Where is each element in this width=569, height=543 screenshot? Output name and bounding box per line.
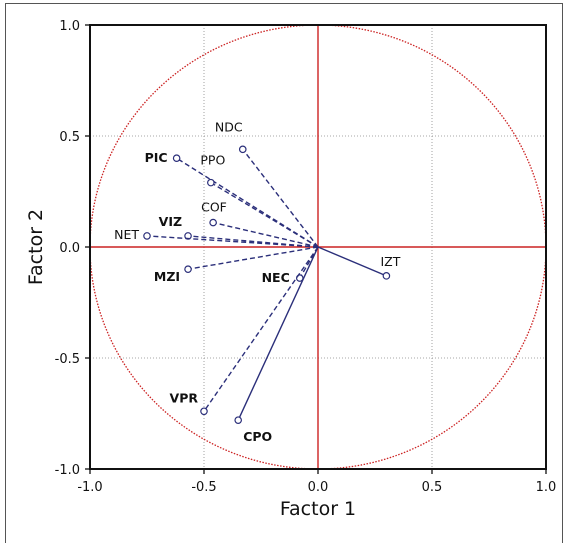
point-marker-pic: [172, 154, 181, 163]
axis-ticks: -1.0 -0.5 0.0 0.5 1.0 1.0 0.5 0.0 -0.5 -1.0: [55, 19, 557, 495]
x-axis-label: Factor 1: [280, 498, 356, 520]
point-label-pic: PIC: [145, 150, 168, 165]
y-tick-label: 1.0: [59, 19, 80, 34]
point-marker-izt: [382, 272, 391, 280]
x-tick-label: -1.0: [77, 480, 102, 495]
y-tick-label: -0.5: [55, 352, 80, 367]
vector-line-ndc: [242, 148, 319, 248]
vector-line-cof: [212, 221, 319, 248]
chart-frame: [5, 3, 563, 543]
x-tick-label: -0.5: [191, 480, 216, 495]
y-tick-label: 0.5: [59, 130, 80, 145]
x-tick-label: 0.5: [422, 480, 443, 495]
point-marker-net: [143, 232, 151, 240]
vector-line-cpo: [237, 246, 319, 421]
point-marker-cof: [209, 218, 217, 227]
vector-line-nec: [299, 246, 319, 279]
loading-vectors: NDC PIC PPO COF VIZ NET MZI NEC VPR CPO IZT: [114, 119, 401, 444]
point-label-nec: NEC: [262, 270, 290, 285]
vector-line-ppo: [210, 182, 319, 248]
point-label-izt: IZT: [380, 254, 400, 269]
point-marker-mzi: [184, 265, 192, 274]
y-tick-label: -1.0: [55, 463, 80, 478]
point-label-net: NET: [114, 227, 139, 242]
x-tick-label: 1.0: [536, 480, 557, 495]
x-tick-label: 0.0: [308, 480, 329, 495]
point-marker-ndc: [238, 145, 247, 154]
point-label-mzi: MZI: [154, 269, 180, 284]
vector-line-net: [146, 235, 319, 248]
point-marker-ppo: [207, 178, 215, 187]
point-label-viz: VIZ: [159, 214, 182, 229]
point-label-vpr: VPR: [170, 390, 199, 405]
vector-line-izt: [317, 246, 387, 277]
vector-line-viz: [187, 235, 319, 248]
point-marker-cpo: [234, 416, 243, 424]
point-marker-vpr: [200, 407, 208, 416]
point-label-ndc: NDC: [215, 119, 243, 134]
point-label-cof: COF: [201, 200, 227, 215]
point-label-ppo: PPO: [200, 153, 225, 168]
y-axis-label: Factor 2: [25, 209, 47, 285]
vector-line-mzi: [187, 246, 319, 270]
point-label-cpo: CPO: [243, 429, 272, 444]
vector-line-vpr: [203, 246, 319, 412]
y-tick-label: 0.0: [59, 241, 80, 256]
